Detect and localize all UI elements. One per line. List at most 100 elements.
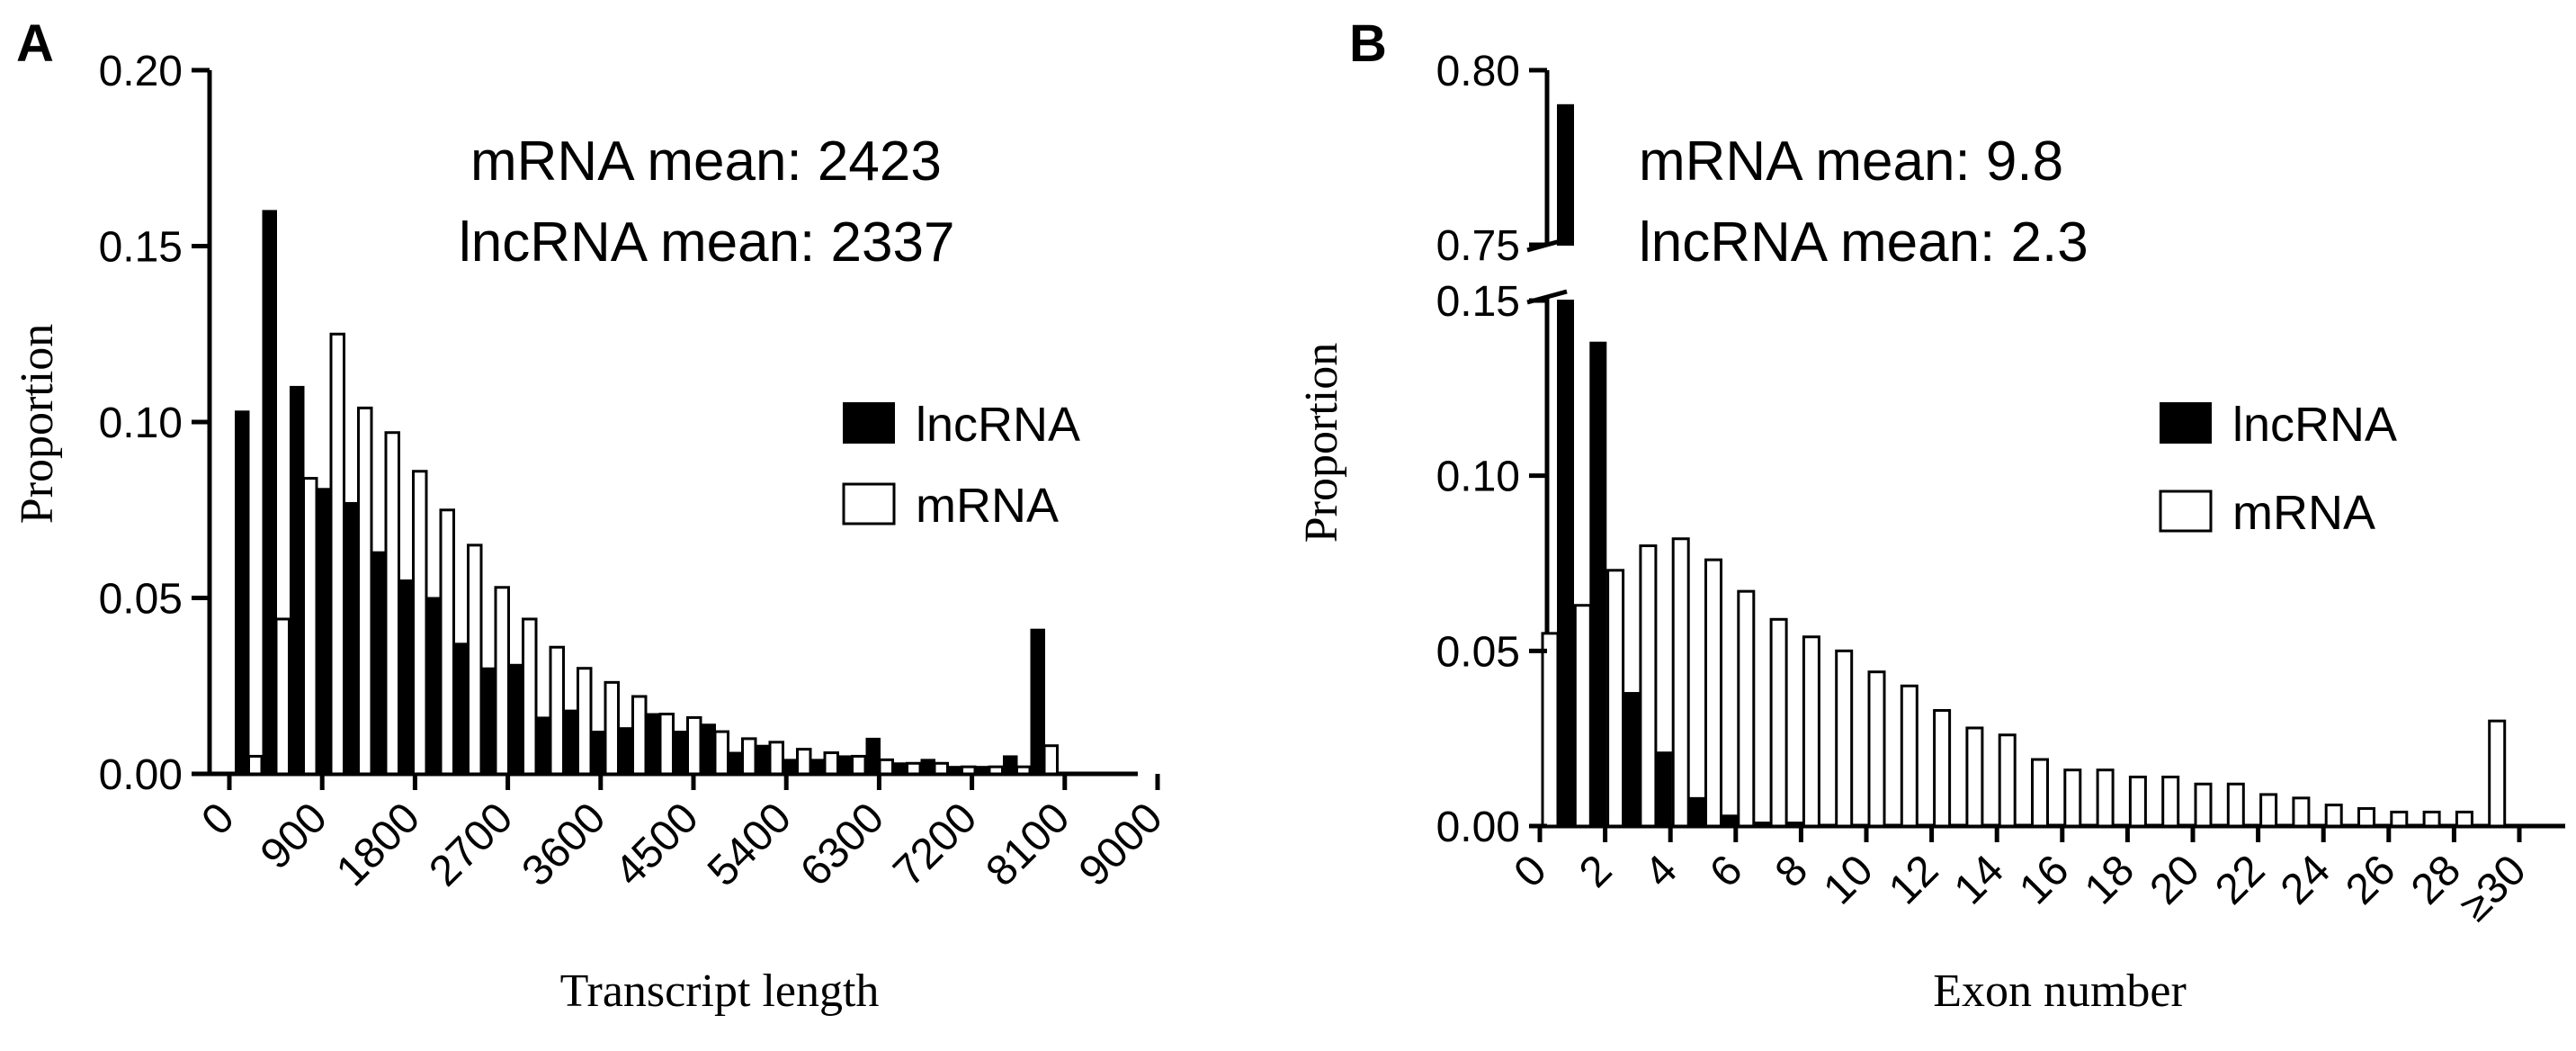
panel-b-bar-mrna-20	[2194, 782, 2213, 828]
panel-b-bar-lncrna-7	[1785, 822, 1803, 828]
panel-a-bar-lncrna-23	[865, 737, 881, 776]
panel-a-xtick-label: 2700	[420, 794, 522, 895]
panel-a-xtick-label: 3600	[514, 794, 615, 895]
panel-a-bar-mrna-10	[522, 617, 538, 776]
panel-b-xtick-label: 0	[1505, 846, 1555, 896]
panel-b-annotation-lncrna-mean: lncRNA mean: 2.3	[1639, 211, 2089, 274]
panel-b-bar-mrna-16	[2063, 768, 2082, 828]
panel-a-legend-swatch-mrna	[842, 482, 896, 526]
panel-a-xlabel: Transcript length	[560, 966, 880, 1017]
panel-a-xtick-label: 1800	[327, 794, 429, 895]
panel-b-bar-mrna-15	[2031, 758, 2049, 828]
panel-b-xtick-label: 2	[1570, 846, 1621, 896]
panel-b-bar-mrna-10	[1867, 670, 1886, 828]
panel-a-bar-lncrna-16	[674, 731, 689, 776]
panel-a-bar-mrna-2	[302, 477, 318, 776]
panel-b-annotation-mrna-mean: mRNA mean: 9.8	[1639, 130, 2063, 193]
panel-b-bar-lncrna-5	[1720, 814, 1738, 828]
panel-a-bar-mrna-24	[906, 761, 922, 776]
panel-b-bar-lncrna-1	[1589, 341, 1607, 828]
panel-a-bar-lncrna-28	[1003, 755, 1018, 776]
panel-b-xtick-label: 26	[2337, 846, 2404, 913]
panel-a-bar-mrna-28	[1015, 765, 1032, 776]
panel-a-bar-lncrna-8	[454, 642, 470, 776]
panel-b-bar-lncrna-2	[1622, 692, 1640, 828]
panel-b-bar-mrna-22	[2259, 793, 2278, 828]
panel-b-bar-mrna-24	[2324, 804, 2343, 828]
panel-b-xtick-label: ≥30	[2451, 846, 2536, 930]
panel-a-bar-lncrna-9	[481, 667, 496, 776]
panel-a-bar-lncrna-12	[564, 709, 579, 775]
panel-b-bar-mrna-11	[1900, 684, 1919, 828]
panel-b-bar-mrna-12	[1933, 709, 1952, 828]
panel-b-bar-mrna-23	[2292, 796, 2311, 828]
panel-b-ytick-label: 0.00	[1436, 804, 1520, 851]
panel-a-bar-mrna-17	[713, 730, 729, 776]
panel-b-xtick-label: 12	[1880, 846, 1947, 913]
panel-a-legend-swatch-lncrna	[843, 402, 895, 444]
panel-a-bar-mrna-0	[247, 754, 264, 776]
panel-b-bar-mrna-21	[2226, 782, 2245, 828]
panel-b-bar-mrna-4	[1671, 537, 1690, 828]
panel-a-ytick-label: 0.15	[99, 224, 183, 272]
panel-b-bar-mrna-14	[1998, 733, 2017, 828]
panel-a-bar-mrna-25	[933, 761, 949, 776]
panel-a-xtick-label: 8100	[978, 794, 1079, 895]
panel-a-bar-lncrna-3	[317, 488, 332, 775]
panel-a-bar-lncrna-17	[701, 723, 716, 776]
panel-a-bar-lncrna-27	[975, 766, 990, 775]
panel-b-bar-mrna-26	[2390, 810, 2409, 828]
panel-b-ytick-label-upper: 0.75	[1436, 222, 1520, 270]
panel-b-bar-mrna-1	[1573, 604, 1592, 828]
panel-a-xtick-label: 7200	[884, 794, 986, 895]
panel-a-bar-mrna-29	[1042, 744, 1059, 776]
panel-b-ytick-label: 0.05	[1436, 628, 1520, 676]
panel-a-xtick-label: 0	[192, 794, 243, 844]
panel-b-bar-mrna-2	[1606, 569, 1625, 828]
panel-b-xtick-label: 10	[1815, 846, 1883, 913]
panel-a-bar-mrna-6	[412, 470, 428, 776]
panel-a-legend: lncRNA mRNA	[842, 398, 1080, 533]
panel-a-bar-lncrna-26	[948, 766, 963, 775]
panel-a-bar-mrna-26	[961, 765, 977, 776]
panel-a-legend-label-lncrna: lncRNA	[916, 398, 1080, 452]
panel-a-bar-lncrna-10	[509, 663, 524, 775]
panel-a-xtick-label: 6300	[792, 794, 893, 895]
panel-a-bar-mrna-11	[549, 645, 565, 776]
panel-b-xtick-label: 4	[1636, 846, 1686, 896]
panel-a-bar-lncrna-1	[262, 210, 277, 775]
panel-a-bar-lncrna-19	[756, 744, 771, 775]
panel-b: B 0.000.050.100.150.750.80 0 2 4 6 810121416…	[1296, 14, 2565, 1017]
panel-a-bar-lncrna-4	[344, 501, 360, 775]
panel-a-ylabel: Proportion	[12, 324, 63, 524]
panel-a-bar-lncrna-6	[399, 579, 415, 776]
panel-b-xlabel: Exon number	[1933, 966, 2187, 1017]
panel-a-bar-mrna-27	[988, 765, 1004, 776]
panel-a-bar-lncrna-7	[426, 597, 442, 775]
panel-b-bar-mrna-6	[1737, 589, 1756, 828]
panel-b-bar-lncrna-4	[1687, 796, 1705, 827]
panel-a-bar-mrna-16	[686, 715, 702, 776]
panel-a-legend-label-mrna: mRNA	[916, 479, 1059, 533]
panel-a-bar-lncrna-0	[235, 410, 250, 775]
panel-b-bar-lncrna-6	[1752, 822, 1770, 828]
panel-a-bar-mrna-15	[658, 713, 675, 776]
panel-a-ytick-label: 0.20	[99, 48, 183, 95]
panel-a-bar-mrna-20	[796, 748, 812, 776]
panel-b-bar-mrna-7	[1769, 617, 1788, 828]
panel-b-bar-mrna-25	[2357, 807, 2375, 828]
panel-b-legend: lncRNA mRNA	[2159, 398, 2397, 540]
panel-b-xtick-label: 8	[1767, 846, 1817, 896]
panel-b-xtick-label: 20	[2142, 846, 2209, 913]
panel-a-bar-lncrna-13	[591, 731, 606, 776]
panel-a-bar-mrna-12	[577, 667, 593, 776]
panel-b-ytick-label: 0.15	[1436, 278, 1520, 326]
panel-b-xtick-label: 18	[2076, 846, 2143, 913]
panel-b-bar-lncrna-0-upper	[1557, 103, 1574, 246]
panel-b-xtick-label: 22	[2206, 846, 2274, 913]
panel-a-bar-lncrna-24	[893, 762, 908, 776]
panel-b-legend-swatch-mrna	[2159, 490, 2213, 533]
panel-b-bar-lncrna-3	[1654, 751, 1672, 827]
panel-a-xtick-label: 900	[252, 794, 336, 878]
